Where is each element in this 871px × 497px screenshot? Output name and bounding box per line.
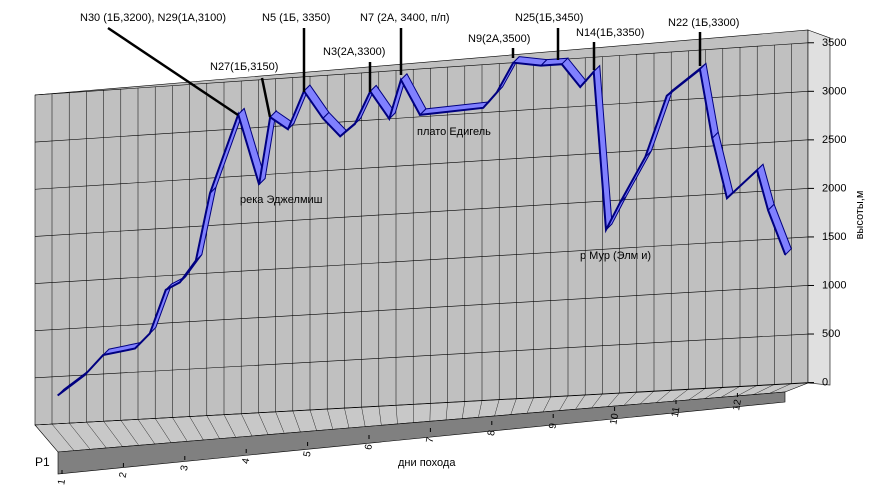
floor-grid-line bbox=[51, 423, 75, 451]
grid-line bbox=[34, 382, 809, 426]
x-tick-label: 1 bbox=[56, 478, 68, 486]
annotation: река Эджелмиш bbox=[240, 194, 323, 206]
floor-grid-line bbox=[344, 407, 350, 429]
x-axis-label: дни похода bbox=[398, 457, 456, 469]
side-wall bbox=[807, 29, 831, 386]
floor-grid-line bbox=[275, 411, 285, 434]
annotation: N27(1Б,3150) bbox=[210, 61, 278, 73]
floor-grid-line bbox=[155, 418, 172, 443]
x-tick-label: 3 bbox=[179, 464, 191, 472]
grid-line bbox=[34, 333, 809, 379]
floor-grid-line bbox=[378, 406, 382, 426]
annotation: N5 (1Б, 3350) bbox=[262, 12, 330, 24]
floor-grid-line bbox=[542, 396, 551, 413]
x-tick-label: 9 bbox=[547, 422, 559, 430]
floor-grid-line bbox=[607, 392, 620, 407]
floor-grid-line bbox=[189, 416, 204, 441]
x-tick-label: 6 bbox=[363, 443, 375, 451]
floor-grid-line bbox=[720, 386, 741, 398]
floor-grid-line bbox=[494, 399, 500, 417]
grid: 0500100015002000250030003500123456789101… bbox=[34, 37, 846, 486]
y-tick-label: 3000 bbox=[822, 85, 846, 97]
floor-grid-line bbox=[769, 383, 792, 394]
x-tick-label: 10 bbox=[608, 412, 621, 425]
grid-line bbox=[34, 139, 809, 190]
floor-grid-line bbox=[206, 415, 220, 439]
y-tick-label: 1000 bbox=[822, 280, 846, 292]
floor-grid-line bbox=[510, 398, 517, 415]
annotation: плато Едигель bbox=[417, 126, 491, 138]
annotation: N7 (2А, 3400, п/п) bbox=[360, 12, 450, 24]
floor-grid-line bbox=[559, 395, 569, 411]
y-tick-label: 2500 bbox=[822, 134, 846, 146]
back-wall bbox=[34, 29, 809, 426]
grid-line bbox=[34, 236, 809, 284]
grid-line bbox=[34, 285, 809, 331]
grid-line bbox=[34, 42, 809, 96]
floor-grid-line bbox=[737, 385, 758, 397]
floor-edge bbox=[57, 391, 786, 475]
floor-grid-line bbox=[292, 410, 301, 433]
floor-grid-line bbox=[575, 394, 586, 410]
floor-grid-line bbox=[656, 389, 672, 403]
x-tick-label: 7 bbox=[425, 436, 437, 444]
x-tick-label: 11 bbox=[670, 406, 683, 419]
line bbox=[57, 61, 787, 397]
floor-grid-line bbox=[69, 422, 91, 450]
x-tick-label: 2 bbox=[118, 471, 130, 479]
y-tick-label: 500 bbox=[822, 328, 840, 340]
floor-grid-line bbox=[704, 387, 723, 399]
floor-grid-line bbox=[462, 401, 465, 419]
leaders bbox=[107, 26, 702, 118]
floor-grid-line bbox=[361, 407, 366, 427]
floor-grid-line bbox=[86, 422, 107, 449]
y-tick-label: 3500 bbox=[822, 37, 846, 49]
floor-grid-line bbox=[137, 419, 156, 445]
floor-grid-line bbox=[309, 409, 317, 431]
series-label: P1 bbox=[35, 455, 50, 469]
annotation: N3(2А,3300) bbox=[323, 46, 385, 58]
floor-grid-line bbox=[591, 393, 603, 409]
floor-grid-line bbox=[478, 400, 483, 418]
grid-line bbox=[34, 91, 809, 143]
annotation: N30 (1Б,3200), N29(1А,3100) bbox=[80, 12, 226, 24]
floor-grid-line bbox=[120, 420, 139, 446]
floor-grid-line bbox=[241, 413, 253, 437]
y-tick-label: 0 bbox=[822, 377, 828, 389]
floor-grid-line bbox=[445, 402, 448, 420]
floor-grid-line bbox=[623, 391, 637, 406]
floor-grid-line bbox=[327, 408, 334, 430]
floor-grid-line bbox=[640, 390, 655, 405]
x-tick-label: 12 bbox=[731, 398, 744, 411]
x-tick-label: 5 bbox=[302, 450, 314, 458]
y-axis-label: высоты,м bbox=[854, 191, 866, 240]
annotation: N9(2А,3500) bbox=[468, 33, 530, 45]
x-tick-label: 8 bbox=[486, 429, 498, 437]
plot bbox=[57, 56, 792, 397]
floor-grid-line bbox=[688, 388, 706, 401]
annotation: N22 (1Б,3300) bbox=[668, 17, 739, 29]
y-tick-label: 2000 bbox=[822, 183, 846, 195]
floor-grid-line bbox=[526, 397, 534, 414]
floor-grid-line bbox=[429, 403, 431, 422]
leader bbox=[107, 26, 239, 117]
floor-grid-line bbox=[103, 421, 123, 447]
y-tick-label: 1500 bbox=[822, 231, 846, 243]
annotation: N14(1Б,3350) bbox=[576, 27, 644, 39]
floor-grid-line bbox=[258, 412, 269, 435]
floor-grid-line bbox=[395, 405, 398, 424]
grid-line bbox=[34, 188, 809, 237]
floor-grid-line bbox=[172, 417, 188, 442]
floor-grid-line bbox=[753, 384, 775, 395]
floor-grid-line bbox=[672, 388, 689, 402]
floor-grid-line bbox=[223, 414, 236, 438]
annotation: р Мур (Элм и) bbox=[580, 250, 651, 262]
annotation: N25(1Б,3450) bbox=[515, 12, 583, 24]
leader bbox=[260, 77, 272, 118]
x-tick-label: 4 bbox=[240, 457, 252, 465]
